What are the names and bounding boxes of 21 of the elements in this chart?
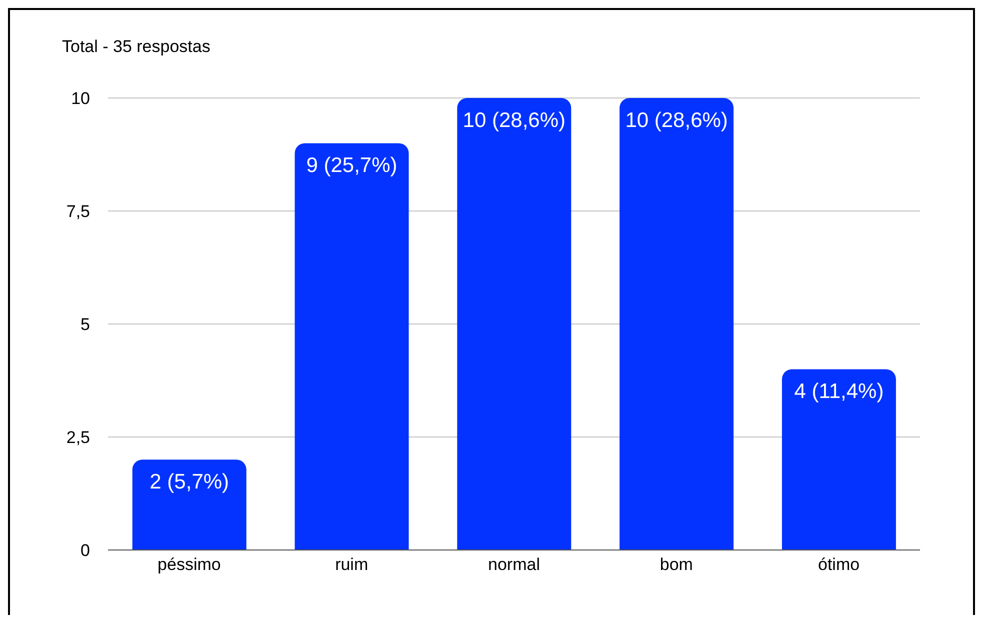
y-tick-label: 5	[80, 315, 90, 334]
x-tick-label: normal	[488, 555, 540, 574]
data-label: 4 (11,4%)	[794, 380, 884, 404]
x-tick-label: bom	[660, 555, 693, 574]
y-tick-label: 0	[80, 541, 90, 560]
chart-title: Total - 35 respostas	[62, 37, 210, 57]
bar	[294, 143, 409, 550]
data-label: 9 (25,7%)	[306, 154, 398, 178]
y-tick-label: 10	[71, 89, 90, 108]
bar	[782, 369, 896, 550]
bar	[620, 98, 734, 550]
y-tick-label: 7,5	[66, 202, 90, 222]
y-tick-label: 2,5	[66, 428, 90, 448]
data-label: 10 (28,6%)	[625, 108, 728, 132]
x-tick-label: ótimo	[818, 555, 860, 574]
bar	[457, 98, 572, 550]
bar	[132, 460, 246, 550]
x-tick-label: ruim	[335, 555, 368, 574]
data-label: 2 (5,7%)	[150, 470, 230, 494]
data-label: 10 (28,6%)	[462, 108, 566, 132]
x-tick-label: péssimo	[158, 555, 221, 574]
